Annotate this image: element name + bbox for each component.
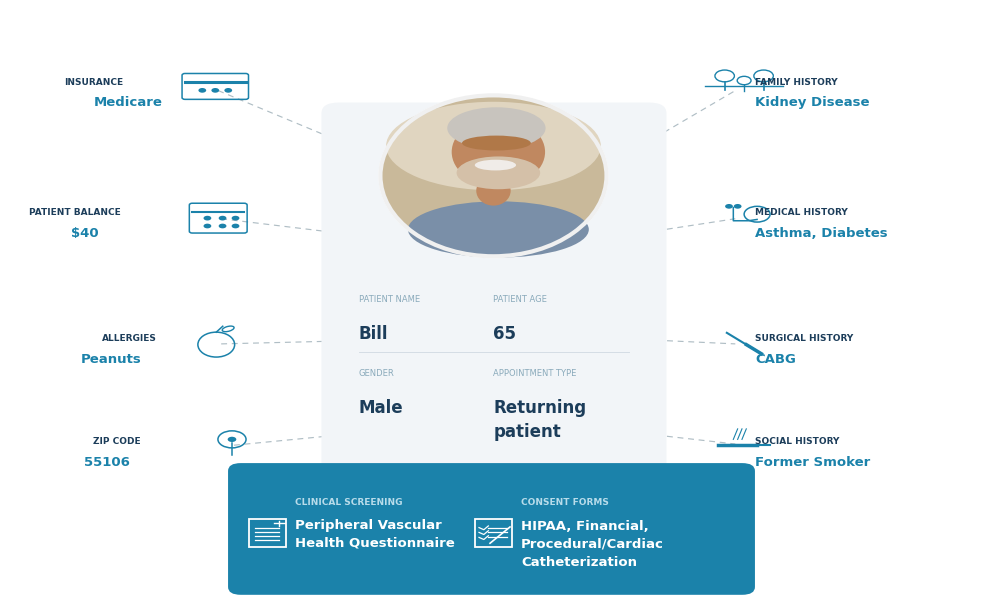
Text: INSURANCE: INSURANCE [64,77,123,87]
Text: Asthma, Diabetes: Asthma, Diabetes [755,227,888,240]
Text: 65: 65 [493,325,516,343]
Text: CABG: CABG [755,353,796,367]
Text: $40: $40 [71,227,98,240]
Text: FAMILY HISTORY: FAMILY HISTORY [755,77,838,87]
Ellipse shape [447,107,546,149]
Circle shape [725,204,733,209]
Ellipse shape [408,201,589,257]
Text: Bill: Bill [359,325,388,343]
Text: Male: Male [359,399,403,417]
Ellipse shape [381,96,606,256]
Circle shape [228,437,236,442]
Text: Kidney Disease: Kidney Disease [755,96,869,109]
Circle shape [733,204,741,209]
Ellipse shape [462,136,531,151]
Text: SOCIAL HISTORY: SOCIAL HISTORY [755,436,839,446]
Circle shape [232,216,240,221]
Text: HIPAA, Financial,
Procedural/Cardiac
Catheterization: HIPAA, Financial, Procedural/Cardiac Cat… [521,520,664,569]
Ellipse shape [380,95,607,256]
Circle shape [203,216,211,221]
Text: GENDER: GENDER [359,370,394,378]
Circle shape [211,88,219,93]
Circle shape [199,88,206,93]
FancyBboxPatch shape [321,103,666,508]
Text: Medicare: Medicare [93,96,162,109]
Circle shape [203,224,211,228]
Ellipse shape [386,102,601,190]
Text: PATIENT BALANCE: PATIENT BALANCE [29,207,121,217]
Text: Peanuts: Peanuts [81,353,142,367]
Ellipse shape [476,176,511,206]
Ellipse shape [456,157,541,190]
Text: CLINICAL SCREENING: CLINICAL SCREENING [295,498,402,507]
Text: ZIP CODE: ZIP CODE [93,436,141,446]
Text: Returning
patient: Returning patient [493,399,587,441]
Text: SURGICAL HISTORY: SURGICAL HISTORY [755,334,853,343]
Text: Former Smoker: Former Smoker [755,456,870,469]
Text: MEDICAL HISTORY: MEDICAL HISTORY [755,207,847,217]
Ellipse shape [452,118,546,186]
FancyBboxPatch shape [228,463,755,595]
Text: Peripheral Vascular
Health Questionnaire: Peripheral Vascular Health Questionnaire [295,519,455,550]
Circle shape [218,216,226,221]
Text: PATIENT AGE: PATIENT AGE [493,295,548,304]
Text: ALLERGIES: ALLERGIES [102,334,157,343]
Text: PATIENT NAME: PATIENT NAME [359,295,420,304]
Ellipse shape [475,160,516,170]
Text: CONSENT FORMS: CONSENT FORMS [521,498,608,507]
Text: 55106: 55106 [84,456,130,469]
Circle shape [218,224,226,228]
Circle shape [224,88,232,93]
Circle shape [232,224,240,228]
Text: APPOINTMENT TYPE: APPOINTMENT TYPE [493,370,577,378]
